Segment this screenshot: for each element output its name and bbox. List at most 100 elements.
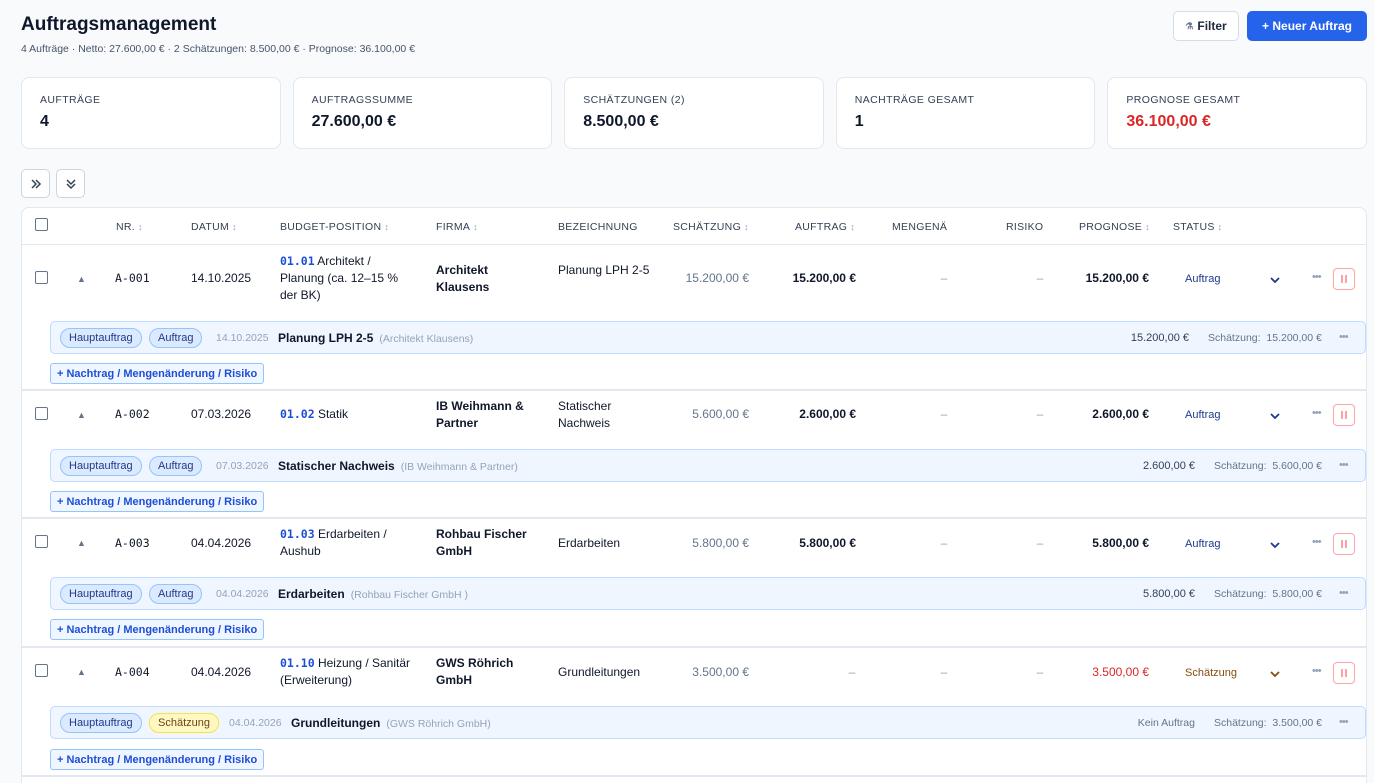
add-supplement-link[interactable]: + Nachtrag / Mengenänderung / Risiko	[50, 619, 265, 640]
more-icon[interactable]: •••	[1312, 271, 1322, 283]
sub-firm: (IB Weihmann & Partner)	[400, 461, 518, 473]
expand-all-button[interactable]	[21, 169, 50, 198]
select-all-checkbox[interactable]	[35, 218, 48, 231]
add-supplement-link[interactable]: + Nachtrag / Mengenänderung / Risiko	[50, 749, 265, 770]
sub-firm: (Architekt Klausens)	[379, 333, 474, 345]
row-divider	[22, 389, 1366, 391]
filter-button[interactable]: ⚗ Filter	[1173, 11, 1239, 41]
row-nr: A-002	[115, 407, 150, 421]
trash-icon	[1341, 275, 1347, 283]
row-firma: IB Weihmann & Partner	[436, 399, 524, 430]
more-icon[interactable]: •••	[1339, 716, 1349, 728]
row-divider	[22, 517, 1366, 519]
table-row[interactable]: ▲ A-002 07.03.2026 01.02 Statik IB Weihm…	[22, 391, 1366, 441]
row-datum: 14.10.2025	[191, 271, 252, 285]
kpi-label: PROGNOSE GESAMT	[1126, 94, 1241, 106]
chevron-down-icon[interactable]	[1269, 668, 1281, 680]
trash-icon	[1341, 411, 1347, 419]
budget-name: Statik	[317, 407, 348, 421]
row-status[interactable]: Schätzung	[1185, 667, 1237, 679]
table-tools	[21, 169, 85, 198]
chevrons-down-icon	[65, 178, 76, 189]
row-mengenae: –	[940, 271, 948, 285]
col-header-nr[interactable]: NR. ↕	[116, 221, 143, 233]
more-icon[interactable]: •••	[1312, 536, 1322, 548]
new-order-button[interactable]: + Neuer Auftrag	[1247, 11, 1367, 41]
sub-order-row[interactable]: Hauptauftrag Auftrag 14.10.2025 Planung …	[50, 321, 1366, 354]
row-firma: Rohbau Fischer GmbH	[436, 527, 527, 558]
collapse-triangle-icon[interactable]: ▲	[77, 538, 86, 548]
budget-code: 01.01	[280, 254, 315, 268]
delete-button[interactable]	[1333, 404, 1355, 426]
more-icon[interactable]: •••	[1339, 331, 1349, 343]
col-header-firma[interactable]: FIRMA ↕	[436, 221, 478, 233]
delete-button[interactable]	[1333, 268, 1355, 290]
sort-icon: ↕	[384, 222, 390, 232]
badge-type: Hauptauftrag	[60, 328, 142, 348]
delete-button[interactable]	[1333, 662, 1355, 684]
page-title: Auftragsmanagement	[21, 14, 217, 35]
kpi-value: 8.500,00 €	[583, 113, 659, 130]
budget-code: 01.03	[280, 527, 315, 541]
row-firma: Architekt Klausens	[436, 263, 490, 294]
more-icon[interactable]: •••	[1339, 587, 1349, 599]
sub-date: 04.04.2026	[216, 588, 269, 600]
table-row[interactable]: ▲ A-001 14.10.2025 01.01 Architekt / Pla…	[22, 245, 1366, 315]
filter-button-label: Filter	[1197, 19, 1227, 33]
kpi-card-estimates: SCHÄTZUNGEN (2) 8.500,00 €	[564, 77, 824, 149]
chevrons-right-icon	[30, 178, 41, 189]
sub-order-row[interactable]: Hauptauftrag Auftrag 07.03.2026 Statisch…	[50, 449, 1366, 482]
delete-button[interactable]	[1333, 533, 1355, 555]
more-icon[interactable]: •••	[1339, 459, 1349, 471]
table-row[interactable]: ▲ A-004 04.04.2026 01.10 Heizung / Sanit…	[22, 648, 1366, 699]
sub-date: 07.03.2026	[216, 460, 269, 472]
collapse-triangle-icon[interactable]: ▲	[77, 410, 86, 420]
sub-date: 14.10.2025	[216, 332, 269, 344]
col-header-schaetzung[interactable]: SCHÄTZUNG ↕	[673, 221, 749, 233]
sort-icon: ↕	[232, 222, 237, 232]
sub-order-row[interactable]: Hauptauftrag Schätzung 04.04.2026 Grundl…	[50, 706, 1366, 739]
kpi-card-orders: AUFTRÄGE 4	[21, 77, 281, 149]
add-supplement-link[interactable]: + Nachtrag / Mengenänderung / Risiko	[50, 363, 265, 384]
chevron-down-icon[interactable]	[1269, 274, 1281, 286]
chevron-down-icon[interactable]	[1269, 539, 1281, 551]
badge-type: Hauptauftrag	[60, 584, 142, 604]
col-header-prognose[interactable]: PROGNOSE ↕	[1079, 221, 1150, 233]
col-header-auftrag[interactable]: AUFTRAG ↕	[795, 221, 856, 233]
row-prognose: 15.200,00 €	[1085, 271, 1149, 285]
row-status[interactable]: Auftrag	[1185, 409, 1221, 421]
col-header-budget[interactable]: BUDGET-POSITION ↕	[280, 221, 390, 233]
sub-order-row[interactable]: Hauptauftrag Auftrag 04.04.2026 Erdarbei…	[50, 577, 1366, 610]
row-nr: A-003	[115, 536, 150, 550]
table-row[interactable]: ▲ A-003 04.04.2026 01.03 Erdarbeiten / A…	[22, 519, 1366, 570]
badge-status: Auftrag	[149, 456, 203, 476]
col-header-status[interactable]: STATUS ↕	[1173, 221, 1223, 233]
collapse-triangle-icon[interactable]: ▲	[77, 274, 86, 284]
row-nr: A-001	[115, 271, 150, 285]
collapse-all-button[interactable]	[56, 169, 85, 198]
budget-name: Architekt / Planung (ca. 12–15 % der BK)	[280, 254, 399, 302]
add-supplement-link[interactable]: + Nachtrag / Mengenänderung / Risiko	[50, 491, 265, 512]
row-risiko: –	[1036, 536, 1044, 550]
kpi-label: AUFTRAGSSUMME	[311, 94, 414, 106]
row-checkbox[interactable]	[35, 664, 48, 677]
row-schaetzung: 3.500,00 €	[692, 665, 749, 679]
row-status[interactable]: Auftrag	[1185, 538, 1221, 550]
row-checkbox[interactable]	[35, 271, 48, 284]
collapse-triangle-icon[interactable]: ▲	[77, 667, 86, 677]
sort-icon: ↕	[137, 222, 143, 232]
row-mengenae: –	[940, 665, 948, 679]
sort-icon: ↕	[1217, 222, 1223, 232]
row-risiko: –	[1036, 665, 1044, 679]
row-status[interactable]: Auftrag	[1185, 273, 1221, 285]
row-budget-position: 01.03 Erdarbeiten / Aushub	[280, 526, 410, 560]
more-icon[interactable]: •••	[1312, 407, 1322, 419]
row-checkbox[interactable]	[35, 535, 48, 548]
page-subtitle: 4 Aufträge · Netto: 27.600,00 € · 2 Schä…	[21, 43, 416, 55]
row-checkbox[interactable]	[35, 407, 48, 420]
col-header-datum[interactable]: DATUM ↕	[191, 221, 237, 233]
badge-type: Hauptauftrag	[60, 456, 142, 476]
more-icon[interactable]: •••	[1312, 665, 1322, 677]
badge-type: Hauptauftrag	[60, 713, 142, 733]
chevron-down-icon[interactable]	[1269, 410, 1281, 422]
